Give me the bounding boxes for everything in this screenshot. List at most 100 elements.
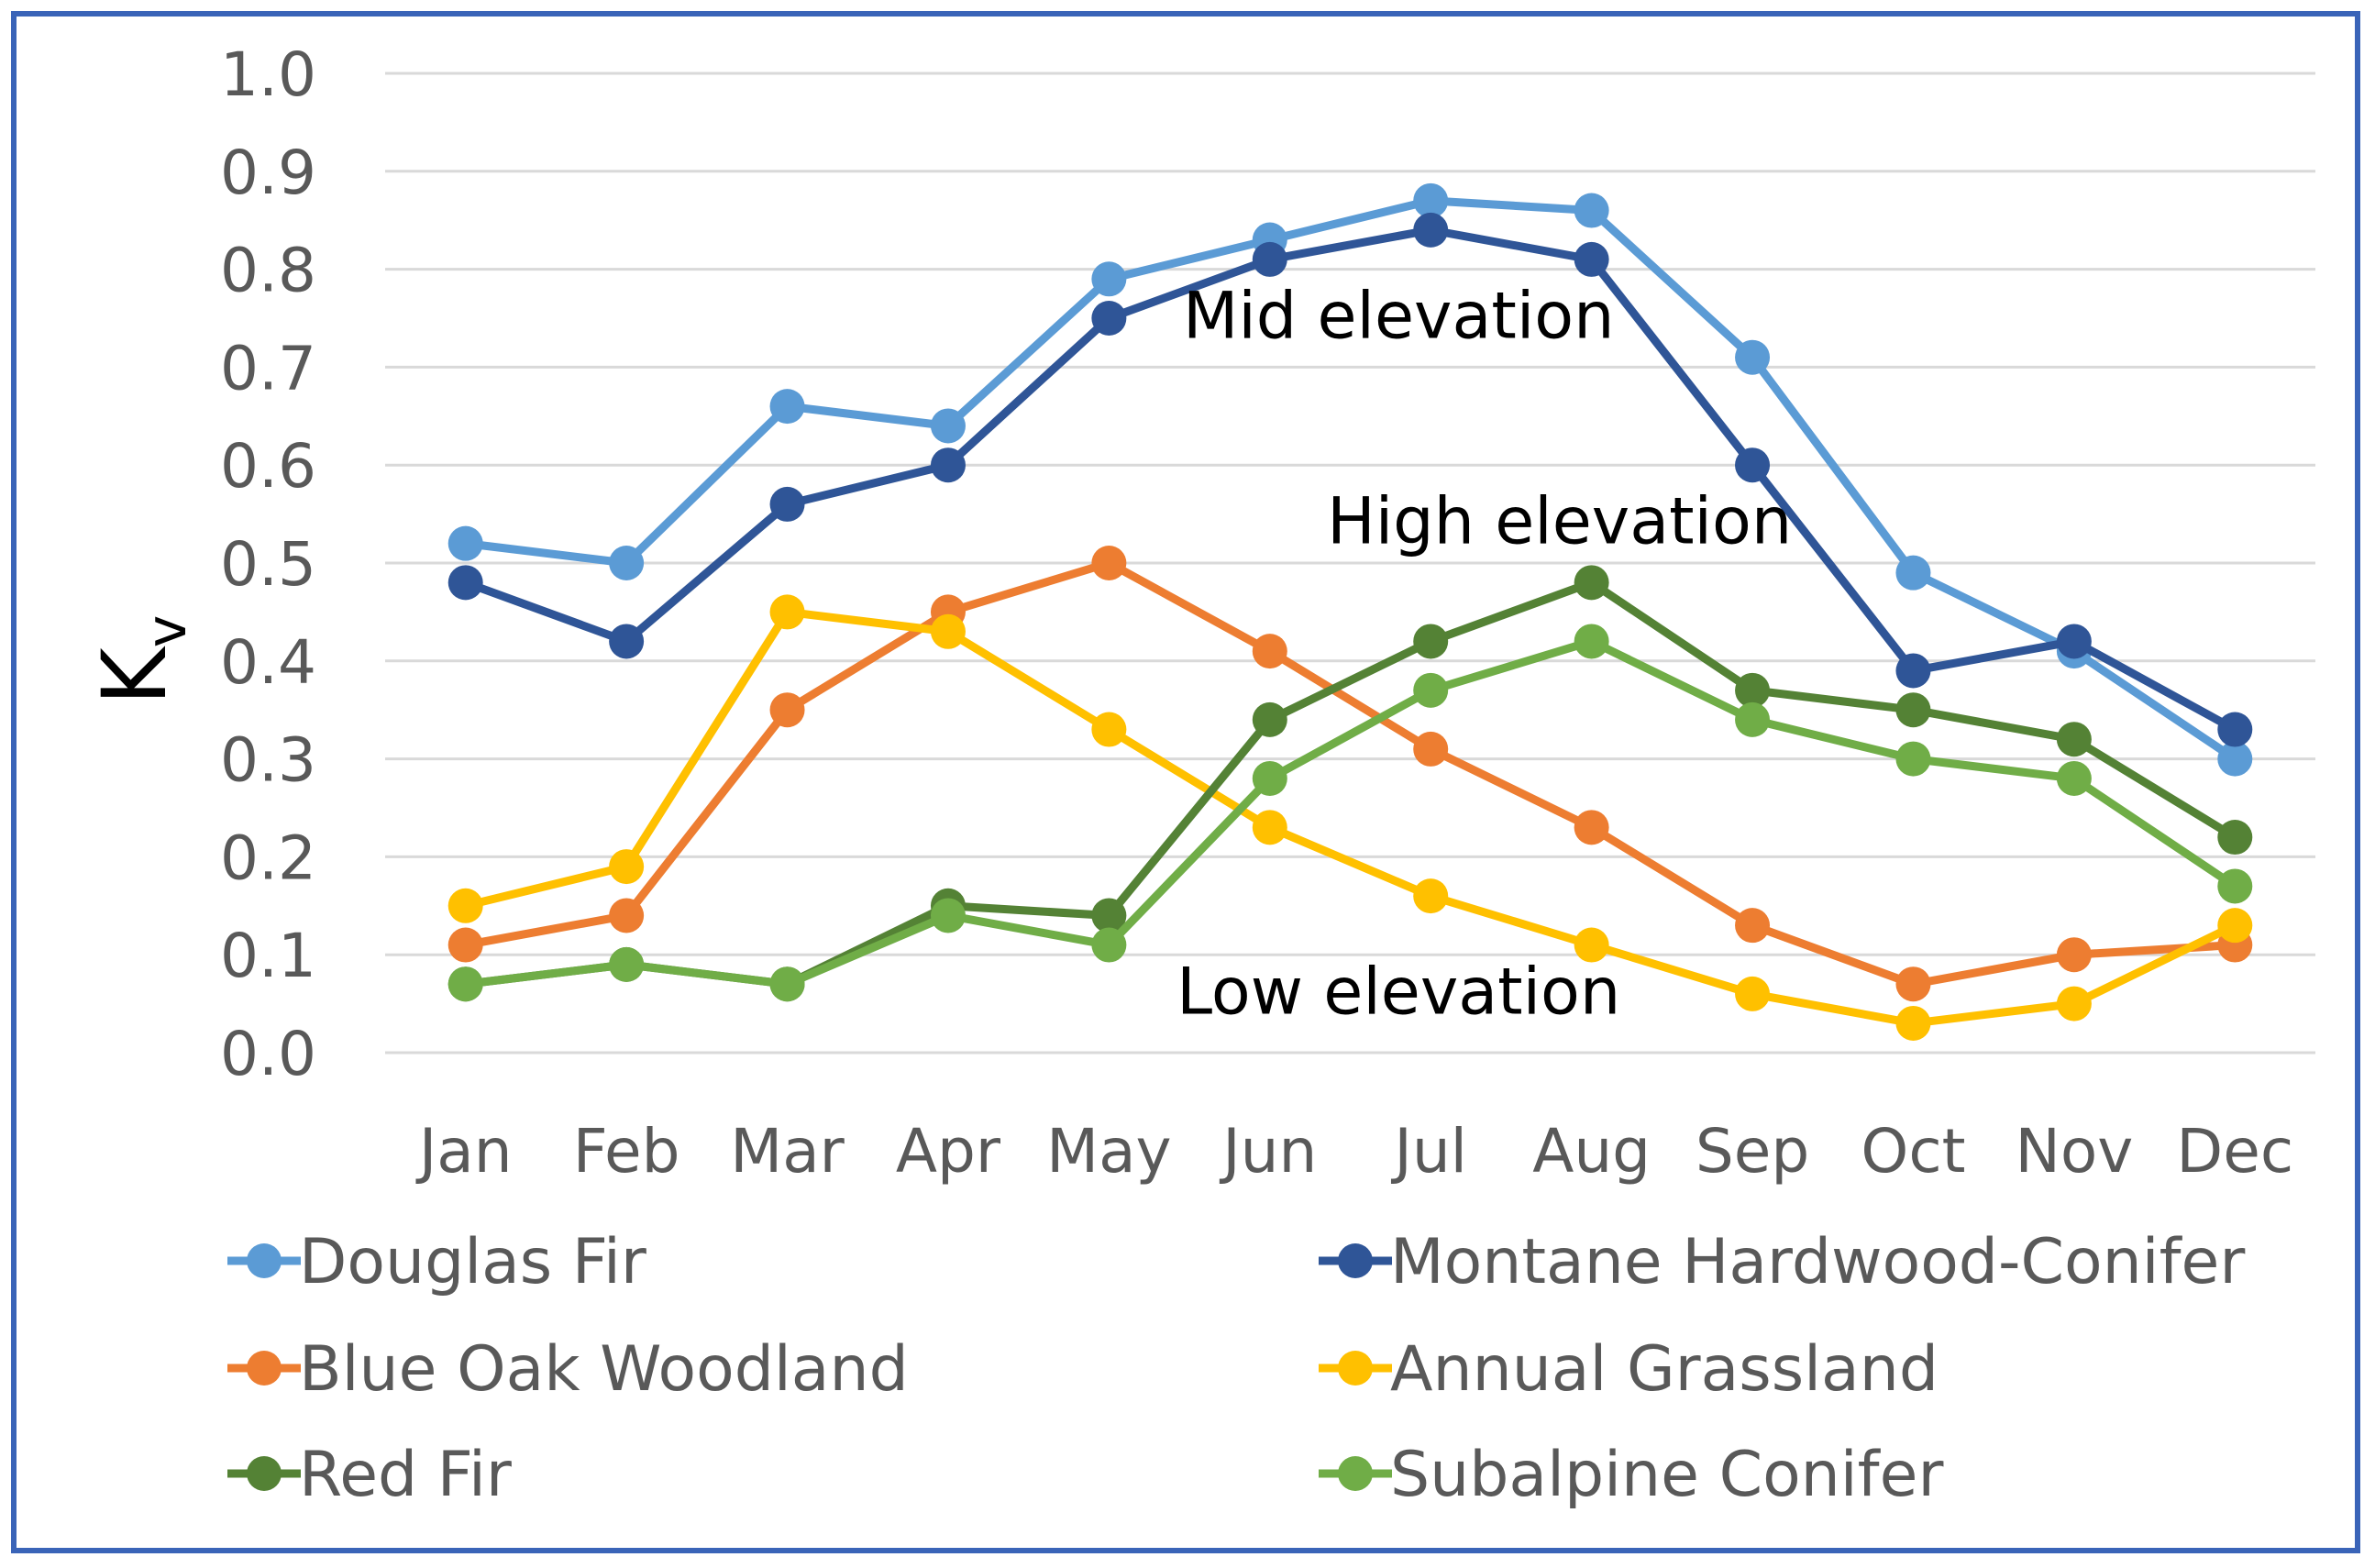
series-montane-hardwood-conifer	[447, 212, 2253, 747]
data-point	[930, 408, 966, 444]
legend-marker	[247, 1243, 282, 1278]
series-red-fir	[447, 565, 2253, 1002]
legend-item: Blue Oak Woodland	[227, 1333, 909, 1406]
data-point	[1091, 546, 1127, 580]
data-point	[1574, 193, 1609, 228]
series-blue-oak-woodland	[447, 546, 2253, 1002]
data-point	[2056, 986, 2092, 1021]
data-point	[1252, 634, 1287, 669]
series-annual-grassland	[447, 594, 2253, 1041]
annotation-label: Mid elevation	[1183, 278, 1615, 353]
legend-label: Subalpine Conifer	[1390, 1439, 1943, 1511]
legend-marker	[247, 1456, 282, 1491]
legend-item: Douglas Fir	[227, 1226, 646, 1298]
legend-marker	[247, 1351, 282, 1386]
y-tick-label: 0.1	[220, 921, 316, 991]
data-point	[930, 447, 966, 483]
data-point	[1574, 624, 1609, 659]
x-tick-label: Sep	[1696, 1116, 1809, 1187]
data-point	[609, 946, 645, 982]
data-point	[1252, 760, 1287, 796]
data-point	[1091, 898, 1127, 933]
data-point	[1735, 447, 1771, 483]
data-point	[769, 966, 805, 1002]
data-point	[1735, 672, 1771, 708]
legend-marker	[1338, 1243, 1373, 1278]
x-tick-label: Feb	[573, 1116, 680, 1187]
y-tick-label: 0.0	[220, 1019, 316, 1089]
x-tick-label: Dec	[2176, 1116, 2293, 1187]
legend-item: Annual Grassland	[1319, 1333, 1939, 1406]
y-axis-label: Kv	[83, 615, 199, 705]
x-tick-label: Aug	[1532, 1116, 1651, 1187]
y-tick-label: 0.5	[220, 529, 316, 600]
data-point	[609, 546, 645, 580]
series-line	[465, 636, 2237, 988]
y-tick-label: 0.3	[220, 725, 316, 796]
series-subalpine-conifer	[447, 624, 2253, 1002]
annotations: Mid elevation High elevation Low elevation	[1176, 278, 1792, 1029]
data-point	[2217, 820, 2253, 856]
data-point	[2056, 760, 2092, 796]
data-point	[609, 624, 645, 659]
data-point	[1895, 555, 1931, 591]
x-tick-label: Mar	[730, 1116, 845, 1187]
series-group	[447, 182, 2253, 1041]
data-point	[769, 486, 805, 522]
data-point	[447, 888, 483, 923]
chart-frame	[11, 11, 2360, 1553]
data-point	[930, 613, 966, 649]
legend-marker	[1338, 1351, 1373, 1386]
y-tick-label: 0.6	[220, 431, 316, 502]
data-point	[1413, 624, 1449, 659]
data-point	[1252, 701, 1287, 737]
y-tick-label: 0.4	[220, 627, 316, 698]
data-point	[1252, 241, 1287, 277]
series-line	[465, 196, 2237, 763]
legend-label: Annual Grassland	[1390, 1333, 1939, 1406]
legend: Douglas Fir Montane Hardwood-Conifer Blue …	[227, 1226, 2245, 1511]
data-point	[1574, 565, 1609, 601]
data-point	[1091, 712, 1127, 747]
x-tick-label: Apr	[896, 1116, 1001, 1187]
gridlines	[385, 72, 2315, 1055]
data-point	[1895, 1005, 1931, 1041]
data-point	[2056, 937, 2092, 973]
y-tick-label: 0.9	[220, 138, 316, 208]
series-line	[464, 226, 2237, 734]
data-point	[1735, 701, 1771, 737]
data-point	[609, 849, 645, 885]
data-point	[1252, 810, 1287, 845]
annotation-label: Low elevation	[1176, 954, 1620, 1029]
legend-label: Red Fir	[299, 1439, 512, 1511]
data-point	[1574, 927, 1609, 963]
data-point	[769, 389, 805, 425]
series-line	[464, 607, 2237, 1028]
data-point	[2056, 624, 2092, 659]
data-point	[1091, 261, 1127, 297]
data-point	[447, 966, 483, 1002]
data-point	[2217, 712, 2253, 747]
x-tick-label: May	[1046, 1116, 1171, 1187]
x-tick-label: Jun	[1219, 1116, 1317, 1187]
y-tick-label: 1.0	[220, 39, 316, 110]
series-douglas-fir	[447, 182, 2253, 777]
data-point	[1413, 182, 1449, 218]
data-point	[1895, 966, 1931, 1002]
data-point	[1091, 301, 1127, 336]
data-point	[930, 898, 966, 933]
legend-label: Douglas Fir	[299, 1226, 646, 1298]
data-point	[1413, 878, 1449, 914]
data-point	[1413, 672, 1449, 708]
data-point	[1895, 653, 1931, 689]
x-tick-label: Oct	[1861, 1116, 1965, 1187]
data-point	[1895, 741, 1931, 777]
legend-label: Montane Hardwood-Conifer	[1390, 1226, 2245, 1298]
data-point	[2056, 722, 2092, 757]
data-point	[1735, 976, 1771, 1011]
legend-label: Blue Oak Woodland	[299, 1333, 909, 1406]
y-tick-label: 0.7	[220, 333, 316, 403]
data-point	[2217, 908, 2253, 944]
data-point	[447, 565, 483, 601]
